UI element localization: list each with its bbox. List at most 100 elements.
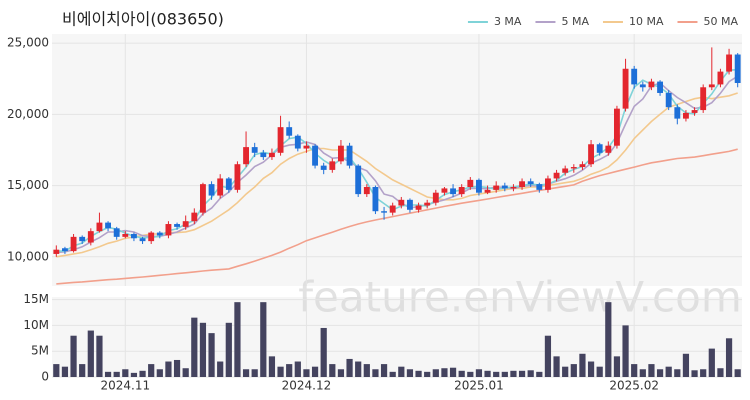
- y-tick-label: 15,000: [7, 178, 49, 192]
- volume-bar: [363, 364, 370, 377]
- volume-bar: [441, 368, 448, 377]
- candle-body: [553, 172, 560, 179]
- candle-body: [708, 84, 715, 88]
- ma-line: [56, 148, 738, 285]
- volume-bar: [415, 370, 422, 377]
- candle-body: [208, 184, 215, 196]
- volume-bar: [484, 370, 491, 377]
- candle-body: [96, 222, 103, 232]
- candle-body: [545, 178, 551, 190]
- volume-bar: [372, 369, 379, 377]
- volume-bar: [587, 361, 595, 377]
- x-tick-label: 2025.02: [609, 379, 659, 393]
- candle-body: [605, 145, 612, 153]
- volume-bar: [536, 371, 543, 377]
- candle-body: [148, 232, 155, 242]
- candle-body: [510, 186, 517, 189]
- volume-bar: [605, 302, 612, 377]
- chart-title: 비에이치아이(083650): [62, 10, 224, 29]
- volume-bar: [199, 322, 207, 377]
- volume-bar: [639, 369, 646, 377]
- candle-body: [217, 178, 224, 196]
- volume-bar: [79, 364, 86, 377]
- volume-bar: [570, 364, 577, 377]
- volume-bar: [122, 369, 129, 377]
- candle-body: [139, 238, 146, 242]
- candle-body: [329, 161, 336, 170]
- x-tick-label: 2024.12: [282, 379, 332, 393]
- volume-bar: [286, 364, 293, 377]
- volume-bar: [700, 369, 707, 377]
- volume-bar: [449, 367, 457, 377]
- volume-bar: [622, 325, 629, 377]
- candle-body: [225, 178, 232, 190]
- candle-body: [596, 144, 603, 153]
- volume-bar: [329, 364, 336, 377]
- volume-bar: [613, 356, 621, 377]
- volume-bar: [518, 370, 526, 377]
- volume-bar: [682, 353, 690, 377]
- candle-body: [277, 127, 284, 153]
- candle-body: [519, 181, 525, 187]
- y-tick-label: 20,000: [7, 107, 49, 121]
- volume-bar: [432, 369, 439, 377]
- volume-bar: [156, 369, 163, 377]
- candle-body: [62, 248, 68, 252]
- candle-body: [562, 168, 569, 173]
- candle-body: [441, 188, 448, 193]
- volume-bar: [217, 361, 224, 377]
- candle-body: [113, 228, 120, 237]
- volume-bar: [148, 364, 155, 377]
- candle-body: [294, 135, 301, 149]
- candle-body: [527, 181, 534, 185]
- candle-body: [622, 68, 629, 109]
- candle-body: [734, 54, 741, 84]
- candle-body: [355, 165, 362, 195]
- volume-bar: [579, 353, 586, 377]
- volume-bar: [691, 370, 698, 377]
- volume-bar: [130, 372, 138, 377]
- volume-bar: [251, 369, 258, 377]
- candle-body: [131, 234, 137, 239]
- volume-bar: [182, 368, 189, 377]
- candle-body: [398, 199, 405, 206]
- candle-body: [363, 186, 370, 195]
- candle-body: [70, 236, 77, 252]
- volume-bar: [398, 366, 405, 377]
- candle-body: [432, 192, 439, 203]
- candle-body: [105, 222, 111, 229]
- volume-bar: [277, 366, 284, 377]
- volume-bar: [527, 370, 534, 377]
- candle-body: [53, 249, 60, 254]
- candle-body: [717, 71, 724, 85]
- candle-body: [674, 107, 681, 119]
- candle-body: [200, 184, 206, 213]
- candle-body: [639, 84, 646, 88]
- candle-body: [657, 81, 663, 93]
- volume-bar: [268, 356, 276, 377]
- volume-bar: [631, 364, 638, 377]
- candle-body: [174, 224, 180, 227]
- candle-body: [415, 205, 422, 210]
- volume-bar: [674, 369, 681, 377]
- volume-bar: [562, 366, 569, 377]
- volume-bar: [380, 364, 388, 377]
- volume-bar: [96, 335, 103, 377]
- candle-body: [665, 92, 672, 108]
- volume-bar: [113, 371, 120, 377]
- volume-bar: [493, 371, 500, 377]
- volume-bar: [225, 322, 232, 377]
- candle-body: [536, 184, 543, 190]
- volume-bar: [458, 370, 465, 377]
- y-tick-label: 10M: [23, 318, 49, 332]
- y-tick-label: 0: [41, 370, 49, 384]
- y-tick-label: 25,000: [7, 36, 49, 50]
- candle-body: [648, 81, 655, 88]
- candle-body: [182, 221, 189, 227]
- volume-bar: [260, 302, 267, 377]
- candle-body: [501, 185, 508, 189]
- candle-body: [251, 147, 258, 153]
- candle-body: [191, 212, 198, 222]
- volume-bar: [234, 302, 241, 377]
- volume-bar: [53, 364, 60, 377]
